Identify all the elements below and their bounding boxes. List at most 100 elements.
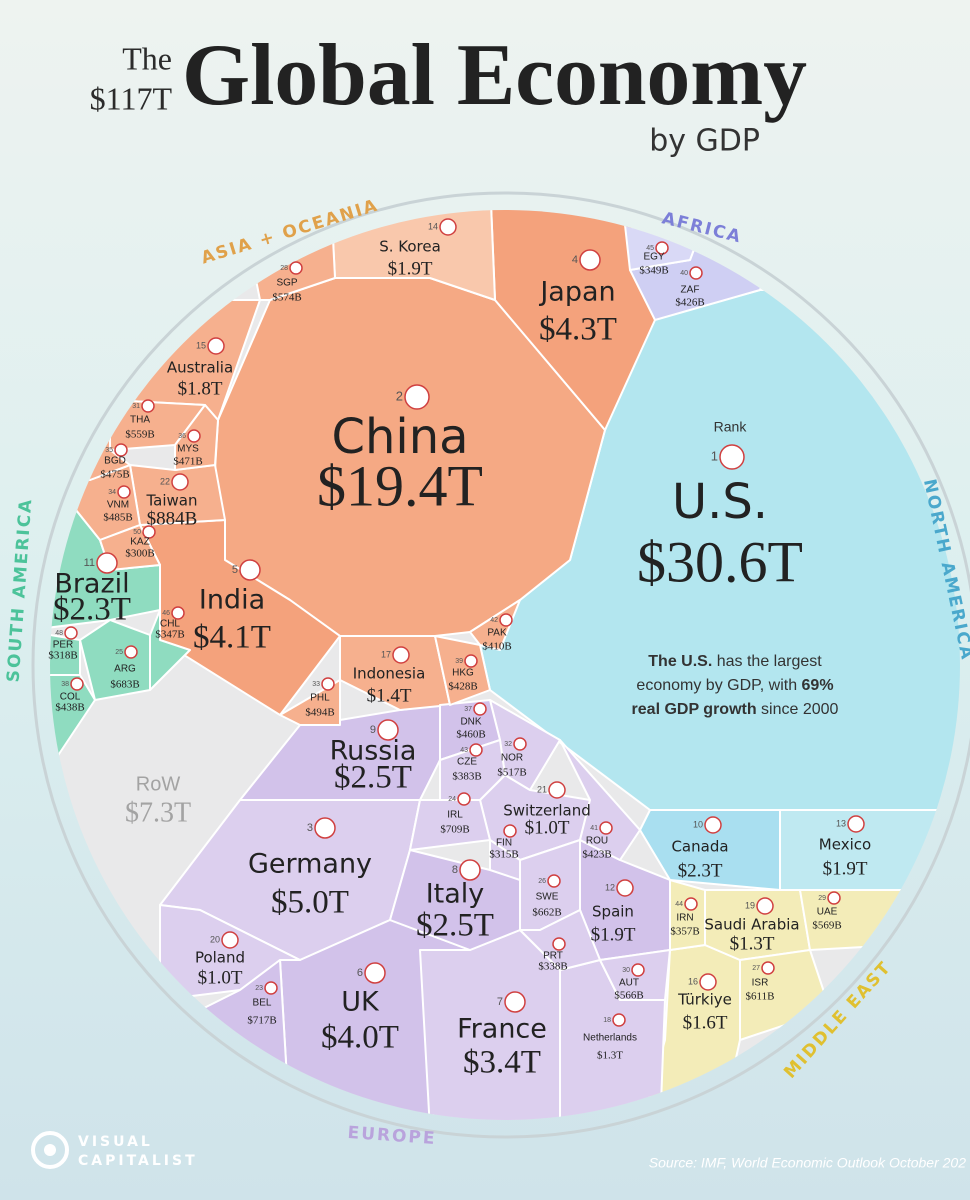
country-gdp: $1.9T bbox=[591, 924, 636, 945]
country-gdp: $338B bbox=[538, 961, 567, 973]
rank: 43 bbox=[460, 747, 468, 754]
flag bbox=[364, 962, 386, 984]
country-gdp: $559B bbox=[125, 429, 154, 441]
flag bbox=[142, 525, 156, 539]
country-name: COL bbox=[60, 692, 81, 703]
rank: 22 bbox=[160, 476, 170, 486]
header-total: $117T bbox=[90, 80, 173, 116]
country-name: Taiwan bbox=[145, 492, 197, 510]
country-gdp: $884B bbox=[147, 508, 198, 529]
brand-logo bbox=[31, 1131, 69, 1169]
country-gdp: $426B bbox=[675, 297, 704, 309]
country-name: Türkiye bbox=[677, 991, 732, 1009]
country-cell bbox=[434, 635, 491, 706]
country-name: KAZ bbox=[130, 537, 149, 548]
country-gdp: $2.5T bbox=[416, 908, 494, 944]
country-name: MYS bbox=[177, 444, 199, 455]
country-name: Switzerland bbox=[503, 802, 591, 820]
rank: 27 bbox=[752, 965, 760, 972]
flag bbox=[464, 654, 478, 668]
source: Source: IMF, World Economic Outlook Octo… bbox=[649, 1155, 966, 1171]
rank: 28 bbox=[280, 265, 288, 272]
rank: 26 bbox=[538, 878, 546, 885]
country-name: ROU bbox=[586, 836, 608, 847]
flag bbox=[96, 552, 118, 574]
country-gdp: $30.6T bbox=[637, 529, 803, 594]
rank: 42 bbox=[490, 617, 498, 624]
flag bbox=[689, 266, 703, 280]
flag bbox=[548, 781, 566, 799]
country-gdp: $1.4T bbox=[367, 685, 412, 706]
header-title: Global Economy bbox=[182, 27, 807, 124]
country-name: Spain bbox=[592, 903, 634, 921]
country-name: VNM bbox=[107, 500, 129, 511]
country-gdp: $566B bbox=[614, 990, 643, 1002]
flag bbox=[289, 261, 303, 275]
country-gdp: $428B bbox=[448, 681, 477, 693]
country-gdp: $357B bbox=[670, 926, 699, 938]
country-cell bbox=[279, 679, 341, 726]
country-gdp: $4.1T bbox=[193, 620, 271, 656]
header-subtitle: by GDP bbox=[649, 124, 760, 159]
country-gdp: $460B bbox=[456, 729, 485, 741]
flag bbox=[761, 961, 775, 975]
country-name: UK bbox=[341, 987, 380, 1018]
rank: 9 bbox=[370, 724, 376, 736]
rank: 14 bbox=[428, 221, 438, 231]
flag bbox=[599, 821, 613, 835]
flag bbox=[114, 443, 128, 457]
rank: 44 bbox=[675, 901, 683, 908]
rank: 24 bbox=[448, 796, 456, 803]
flag bbox=[579, 249, 601, 271]
flag bbox=[504, 991, 526, 1013]
header-the: The bbox=[122, 40, 172, 76]
note-bold: real GDP growth bbox=[632, 701, 757, 718]
logo-ring bbox=[31, 1131, 69, 1169]
rank: 25 bbox=[115, 649, 123, 656]
flag bbox=[171, 473, 189, 491]
country-cell bbox=[50, 629, 81, 676]
flag bbox=[141, 399, 155, 413]
flag bbox=[70, 677, 84, 691]
country-name: Indonesia bbox=[353, 665, 426, 683]
country-gdp: $717B bbox=[247, 1015, 276, 1027]
country-name: CHL bbox=[160, 619, 180, 630]
rank: 8 bbox=[452, 864, 458, 876]
country-name: THA bbox=[130, 415, 150, 426]
rank: 48 bbox=[55, 630, 63, 637]
country-gdp: $1.0T bbox=[198, 967, 243, 988]
country-gdp: $1.8T bbox=[178, 378, 223, 399]
country-name: SGP bbox=[276, 278, 297, 289]
country-name: Canada bbox=[671, 838, 728, 856]
country-gdp: $2.3T bbox=[678, 860, 723, 881]
country-name: CZE bbox=[457, 757, 477, 768]
row-name: RoW bbox=[136, 773, 181, 795]
flag bbox=[827, 891, 841, 905]
rank: 15 bbox=[196, 340, 206, 350]
rank: 10 bbox=[693, 819, 703, 829]
country-name: Italy bbox=[426, 879, 485, 910]
country-name: China bbox=[331, 409, 468, 465]
rank: 41 bbox=[590, 825, 598, 832]
flag bbox=[124, 645, 138, 659]
rank: 17 bbox=[381, 649, 391, 659]
rank: 40 bbox=[680, 270, 688, 277]
country-name: IRN bbox=[676, 913, 693, 924]
flag bbox=[699, 973, 717, 991]
rank: 32 bbox=[504, 741, 512, 748]
country-gdp: $1.3T bbox=[597, 1050, 623, 1062]
country-gdp: $349B bbox=[639, 265, 668, 277]
rank: 20 bbox=[210, 934, 220, 944]
country-gdp: $347B bbox=[155, 629, 184, 641]
note-text: has the largest bbox=[712, 653, 822, 670]
flag bbox=[469, 743, 483, 757]
country-gdp: $1.3T bbox=[730, 933, 775, 954]
flag bbox=[221, 931, 239, 949]
country-cell bbox=[489, 839, 521, 881]
country-gdp: $423B bbox=[582, 849, 611, 861]
flag bbox=[612, 1013, 626, 1027]
row-gdp: $7.3T bbox=[125, 797, 191, 828]
note-text: economy by GDP, with bbox=[636, 677, 801, 694]
country-cell bbox=[669, 879, 706, 951]
